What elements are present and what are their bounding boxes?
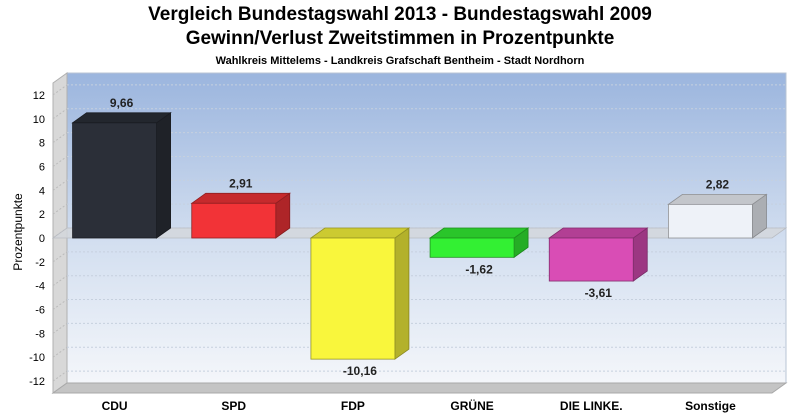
y-tick-label: 4 (39, 185, 45, 197)
x-category-label: SPD (221, 399, 246, 413)
data-label: 9,66 (110, 96, 134, 110)
bar-top (667, 193, 768, 205)
bar-sonstige (668, 203, 753, 239)
y-tick-label: -4 (35, 281, 45, 293)
bar-die-linke- (548, 237, 634, 282)
gridline-side (52, 203, 68, 215)
data-label: -3,61 (585, 286, 613, 300)
x-category-label: GRÜNE (450, 398, 493, 413)
y-tick-label: 0 (39, 233, 45, 245)
gridline-side (52, 132, 68, 144)
data-label: 2,82 (706, 177, 730, 191)
gridline-side (52, 299, 68, 310)
y-tick-label: 12 (33, 90, 45, 102)
gridline-side (52, 84, 68, 96)
gridline-side (52, 156, 68, 167)
bar-top (548, 227, 649, 239)
plot-floor (51, 382, 788, 394)
bar-side (394, 227, 410, 360)
chart-subtitle-2: Wahlkreis Mittelems - Landkreis Grafscha… (215, 55, 585, 67)
data-label: 2,91 (229, 176, 253, 190)
bar-fdp (310, 237, 396, 360)
gridline-side (52, 275, 68, 287)
bar-spd (191, 202, 277, 239)
gridline-side (52, 346, 68, 358)
y-tick-label: -10 (29, 352, 45, 364)
bar-top (190, 192, 291, 204)
x-category-label: DIE LINKE. (560, 399, 623, 413)
x-category-label: Sonstige (685, 399, 736, 413)
gridline-side (52, 322, 68, 334)
data-label: -1,62 (465, 262, 493, 276)
gridline-side (52, 370, 68, 382)
bar-cdu (72, 122, 157, 239)
gridline-side (52, 179, 68, 191)
bar-side (156, 112, 171, 239)
bar-grüne (429, 237, 515, 258)
y-tick-label: -12 (29, 376, 45, 388)
bar-top (428, 227, 530, 239)
bar-top (71, 112, 172, 124)
y-tick-label: -6 (35, 305, 45, 317)
x-category-label: FDP (341, 399, 365, 413)
x-category-label: CDU (102, 399, 128, 413)
y-tick-label: -8 (35, 328, 45, 340)
data-label: -10,16 (343, 364, 377, 378)
y-tick-label: 2 (39, 209, 45, 221)
bar-top (309, 227, 411, 239)
y-tick-label: 6 (39, 161, 45, 173)
y-tick-label: -2 (35, 257, 45, 269)
y-tick-label: 10 (33, 114, 45, 126)
y-axis-label: Prozentpunkte (11, 193, 25, 271)
gridline-side (52, 251, 68, 263)
chart-subtitle: Gewinn/Verlust Zweitstimmen in Prozentpu… (185, 28, 615, 49)
gridline-side (52, 108, 68, 120)
chart-title: Vergleich Bundestagswahl 2013 - Bundesta… (148, 4, 652, 25)
y-tick-label: 8 (39, 138, 45, 150)
